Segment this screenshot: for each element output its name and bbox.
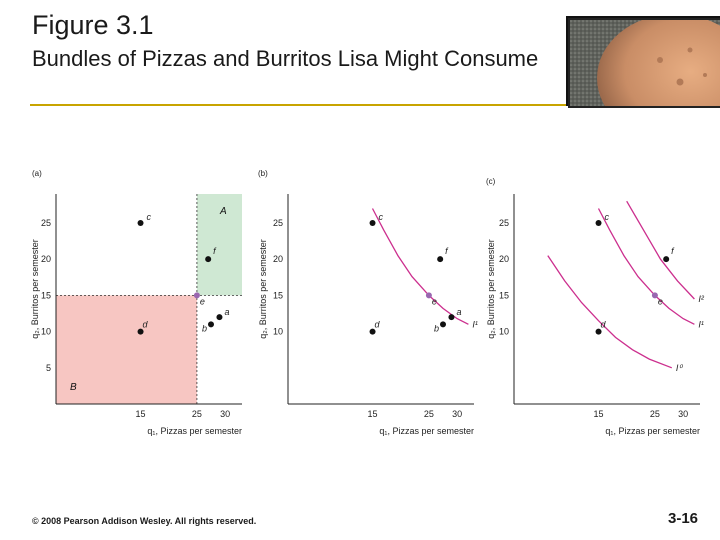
y-tick-label: 15: [41, 290, 51, 300]
y-tick-label: 25: [499, 218, 509, 228]
curve-label: I¹: [472, 319, 478, 329]
x-tick-label: 15: [368, 409, 378, 419]
point-label: c: [147, 212, 152, 222]
point-label: c: [605, 212, 610, 222]
indifference-curve: [371, 208, 469, 325]
point-label: a: [456, 307, 461, 317]
bundle-point: [448, 314, 455, 321]
x-tick-label: 30: [220, 409, 230, 419]
bundle-point: [437, 256, 444, 263]
x-tick-label: 25: [650, 409, 660, 419]
x-tick-label: 25: [424, 409, 434, 419]
panel-b: 15 25 30 10 15 20 25 q₁, Pizzas per semester q₂,…: [258, 169, 478, 436]
point-label: f: [213, 246, 217, 256]
point-label: c: [379, 212, 384, 222]
point-label: e: [200, 296, 205, 306]
page-number: 3-16: [668, 510, 699, 527]
y-tick-label: 20: [273, 254, 283, 264]
point-label: f: [671, 246, 675, 256]
bundle-point: [440, 321, 446, 328]
y-tick-label: 25: [41, 218, 51, 228]
indifference-curve: [626, 200, 695, 300]
panel-label: (b): [258, 169, 268, 178]
region-A: [196, 194, 242, 296]
x-tick-label: 30: [452, 409, 462, 419]
y-tick-label: 10: [41, 327, 51, 337]
y-tick-label: 5: [46, 363, 51, 373]
panel-a: A B 15 25 30 5 10 15 20 25 q₁, Pizzas per semester…: [30, 169, 242, 436]
y-axis-label: q₂, Burritos per semester: [486, 239, 496, 339]
y-tick-label: 15: [273, 290, 283, 300]
region-label: A: [219, 206, 227, 217]
figure-number: Figure 3.1: [32, 10, 154, 40]
point-label: e: [658, 296, 663, 306]
bundle-point: [137, 219, 144, 226]
x-axis-label: q₁, Pizzas per semester: [147, 426, 242, 436]
curve-label: I⁰: [676, 363, 684, 373]
point-label: b: [434, 323, 439, 333]
curve-label: I²: [698, 294, 705, 304]
bundle-point: [425, 292, 432, 299]
copyright-footer: © 2008 Pearson Addison Wesley. All right…: [32, 516, 257, 526]
x-tick-label: 15: [136, 409, 146, 419]
pizza-photo-image: [570, 20, 720, 106]
point-label: a: [224, 307, 229, 317]
bundle-point: [595, 219, 602, 226]
y-axis-label: q₂, Burritos per semester: [258, 239, 268, 339]
point-label: f: [445, 246, 449, 256]
indifference-curve: [597, 208, 695, 325]
title-rule: [30, 104, 570, 106]
bundle-point: [663, 256, 670, 263]
region-label: B: [70, 382, 77, 393]
panel-label: (c): [486, 177, 496, 186]
bundle-point: [595, 328, 602, 335]
x-tick-label: 25: [192, 409, 202, 419]
y-tick-label: 15: [499, 290, 509, 300]
bundle-point: [216, 314, 223, 321]
y-tick-label: 10: [499, 327, 509, 337]
indifference-curve: [547, 255, 673, 369]
panel-c: 15 25 30 10 15 20 25 q₁, Pizzas per semester q₂,…: [486, 177, 705, 436]
x-axis-label: q₁, Pizzas per semester: [379, 426, 474, 436]
bundle-point: [193, 292, 200, 299]
x-tick-label: 15: [594, 409, 604, 419]
bundle-point: [369, 328, 376, 335]
y-axis-label: q₂, Burritos per semester: [30, 239, 40, 339]
x-tick-label: 30: [678, 409, 688, 419]
decorative-pizza-photo: [568, 18, 720, 108]
x-axis-label: q₁, Pizzas per semester: [605, 426, 700, 436]
y-tick-label: 10: [273, 327, 283, 337]
point-label: d: [601, 320, 607, 330]
curve-label: I¹: [698, 319, 704, 329]
point-label: d: [143, 320, 149, 330]
figure-title: Bundles of Pizzas and Burritos Lisa Migh…: [32, 46, 539, 71]
point-label: b: [202, 323, 207, 333]
bundle-point: [369, 219, 376, 226]
bundle-point: [651, 292, 658, 299]
y-tick-label: 25: [273, 218, 283, 228]
y-tick-label: 20: [499, 254, 509, 264]
point-label: e: [432, 296, 437, 306]
bundle-point: [205, 256, 212, 263]
y-tick-label: 20: [41, 254, 51, 264]
panel-label: (a): [32, 169, 42, 178]
region-B: [56, 295, 197, 404]
bundle-point: [137, 328, 144, 335]
bundle-point: [208, 321, 214, 328]
point-label: d: [375, 320, 381, 330]
